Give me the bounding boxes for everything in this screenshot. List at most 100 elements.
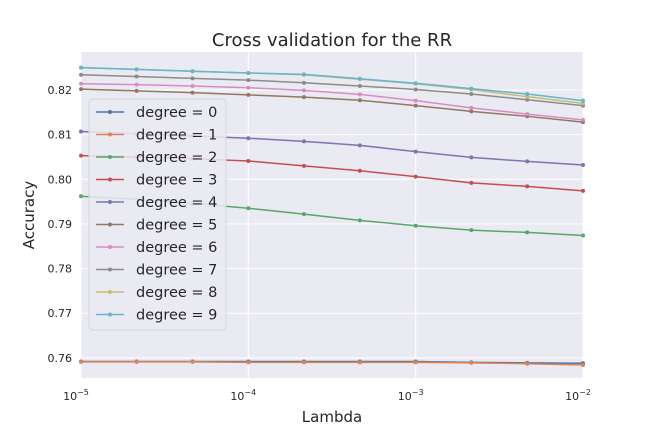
x-tick-label: 10−4 (230, 388, 256, 403)
data-point (79, 359, 83, 364)
legend-item: degree = 4 (96, 195, 217, 211)
series-line (79, 81, 585, 122)
legend-label: degree = 1 (136, 128, 217, 144)
x-axis-label: Lambda (302, 408, 362, 426)
data-point (134, 74, 139, 79)
series-line (79, 359, 585, 368)
data-point (413, 87, 418, 92)
x-tick-label: 10−5 (63, 388, 89, 403)
legend: degree = 0 degree = 1 degree = 2 degree = 3… (88, 98, 227, 331)
legend-marker (108, 245, 112, 249)
data-point (246, 92, 251, 97)
legend-item: degree = 2 (96, 150, 217, 166)
legend-marker (108, 177, 112, 182)
data-point (581, 233, 585, 238)
series-path (81, 361, 584, 366)
data-point (134, 67, 139, 72)
data-point (246, 70, 251, 75)
legend-label: degree = 8 (136, 285, 217, 301)
data-point (469, 109, 474, 114)
legend-item: degree = 1 (96, 128, 217, 144)
legend-item: degree = 6 (96, 240, 217, 256)
series-path (80, 74, 584, 107)
series-path (80, 88, 584, 123)
series-line (79, 65, 585, 103)
x-tick-exponent: −4 (244, 388, 256, 397)
data-point (134, 82, 139, 87)
data-point (79, 153, 83, 158)
data-point (525, 112, 530, 117)
y-axis-ticks: 0.76 0.77 0.78 0.79 0.80 0.81 0.82 (48, 84, 73, 365)
data-point (581, 98, 585, 103)
data-point (301, 139, 306, 144)
data-point (246, 158, 251, 163)
legend-item: degree = 7 (96, 263, 217, 279)
y-tick-label: 0.82 (48, 84, 73, 97)
data-point (581, 162, 585, 167)
data-point (301, 95, 306, 100)
y-tick-label: 0.77 (48, 307, 73, 320)
legend-label: degree = 3 (136, 173, 217, 189)
legend-marker (108, 267, 112, 272)
data-point (469, 105, 474, 110)
data-point (190, 359, 195, 364)
x-tick-exponent: −2 (579, 388, 591, 397)
data-point (525, 184, 530, 189)
data-point (301, 360, 306, 365)
legend-item: degree = 3 (96, 173, 217, 189)
x-tick-exponent: −5 (77, 388, 89, 397)
x-tick-exponent: −3 (412, 388, 424, 397)
x-tick-base: 10 (63, 390, 77, 403)
x-tick-base: 10 (398, 390, 412, 403)
legend-label: degree = 4 (136, 195, 217, 211)
legend-marker (108, 290, 112, 294)
data-point (301, 212, 306, 217)
legend-label: degree = 9 (136, 308, 217, 324)
y-tick-label: 0.81 (48, 129, 73, 142)
x-tick-label: 10−2 (565, 388, 591, 403)
legend-marker (108, 110, 112, 114)
data-point (357, 218, 362, 223)
data-point (246, 78, 251, 83)
data-point (79, 72, 83, 77)
y-axis-label: Accuracy (20, 181, 38, 250)
data-point (581, 117, 585, 122)
data-point (190, 90, 195, 95)
data-point (301, 72, 306, 77)
data-point (413, 103, 418, 108)
x-tick-base: 10 (230, 390, 244, 403)
data-point (246, 85, 251, 90)
legend-marker (108, 312, 112, 317)
data-point (301, 163, 306, 168)
data-point (301, 80, 306, 85)
legend-marker (108, 155, 112, 159)
series-line (79, 87, 585, 125)
data-point (357, 143, 362, 148)
legend-item: degree = 8 (96, 285, 217, 301)
data-point (413, 223, 418, 228)
data-point (413, 149, 418, 154)
chart-title: Cross validation for the RR (212, 30, 452, 51)
data-point (79, 194, 83, 199)
legend-marker (108, 200, 112, 204)
legend-label: degree = 6 (136, 240, 217, 256)
series-path (80, 66, 584, 102)
y-tick-label: 0.78 (48, 263, 73, 276)
y-tick-label: 0.79 (48, 218, 73, 231)
x-tick-label: 10−3 (398, 388, 424, 403)
data-point (525, 230, 530, 235)
legend-item: degree = 9 (96, 308, 217, 324)
data-point (357, 76, 362, 81)
legend-label: degree = 0 (136, 105, 217, 121)
legend-item: degree = 0 (96, 105, 217, 121)
legend-label: degree = 5 (136, 218, 217, 234)
data-point (357, 92, 362, 97)
data-point (190, 83, 195, 88)
data-point (134, 88, 139, 93)
y-tick-label: 0.76 (48, 352, 73, 365)
legend-item: degree = 5 (96, 218, 217, 234)
data-point (190, 76, 195, 81)
data-point (246, 136, 251, 141)
